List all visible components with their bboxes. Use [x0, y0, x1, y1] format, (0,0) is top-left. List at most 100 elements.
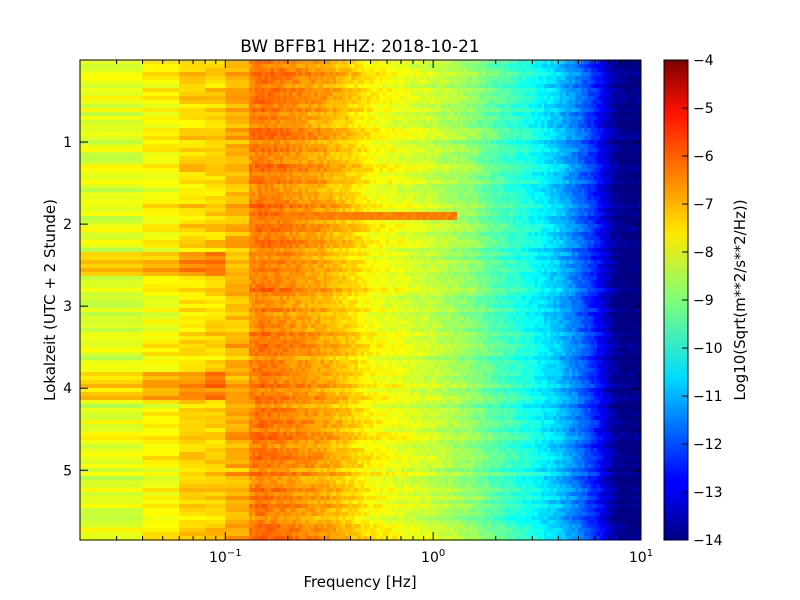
heatmap-cell — [540, 68, 545, 73]
heatmap-cell — [292, 152, 297, 157]
heatmap-cell — [373, 116, 377, 121]
heatmap-cell — [357, 68, 362, 73]
heatmap-cell — [413, 140, 418, 145]
heatmap-cell — [556, 144, 561, 149]
heatmap-cell — [488, 112, 492, 117]
heatmap-cell — [335, 100, 340, 105]
heatmap-cell — [444, 96, 449, 101]
heatmap-cell — [503, 172, 508, 177]
heatmap-cell — [261, 176, 266, 181]
heatmap-cell — [289, 84, 294, 89]
heatmap-cell — [425, 88, 430, 93]
heatmap-cell — [304, 92, 309, 97]
heatmap-cell — [311, 124, 315, 129]
heatmap-cell — [609, 104, 613, 109]
heatmap-cell — [494, 104, 499, 109]
heatmap-cell — [615, 168, 620, 173]
heatmap-cell — [599, 164, 604, 169]
heatmap-cell — [248, 120, 253, 125]
heatmap-cell — [179, 204, 206, 209]
heatmap-cell — [584, 72, 589, 77]
heatmap-cell — [283, 164, 287, 169]
heatmap-cell — [429, 76, 433, 81]
heatmap-cell — [264, 84, 269, 89]
heatmap-cell — [556, 84, 561, 89]
heatmap-cell — [602, 76, 607, 81]
heatmap-cell — [307, 124, 312, 129]
heatmap-cell — [317, 116, 321, 121]
heatmap-cell — [457, 92, 461, 97]
heatmap-cell — [179, 164, 206, 169]
heatmap-cell — [258, 168, 262, 173]
heatmap-cell — [481, 176, 486, 181]
heatmap-cell — [584, 128, 589, 133]
heatmap-cell — [283, 128, 287, 133]
heatmap-cell — [255, 148, 259, 153]
heatmap-cell — [142, 60, 180, 65]
heatmap-cell — [441, 120, 446, 125]
heatmap-cell — [478, 144, 483, 149]
heatmap-cell — [270, 60, 275, 65]
heatmap-cell — [342, 64, 346, 69]
heatmap-cell — [354, 128, 359, 133]
heatmap-cell — [373, 104, 377, 109]
heatmap-cell — [407, 96, 412, 101]
heatmap-cell — [509, 104, 514, 109]
heatmap-cell — [376, 136, 380, 141]
heatmap-cell — [503, 144, 508, 149]
heatmap-cell — [205, 172, 226, 177]
heatmap-cell — [432, 140, 436, 145]
heatmap-cell — [298, 68, 303, 73]
heatmap-cell — [512, 148, 517, 153]
heatmap-cell — [264, 112, 269, 117]
heatmap-cell — [270, 144, 275, 149]
heatmap-cell — [388, 132, 393, 137]
heatmap-cell — [599, 84, 604, 89]
heatmap-cell — [481, 88, 486, 93]
heatmap-cell — [457, 120, 461, 125]
heatmap-cell — [407, 120, 412, 125]
heatmap-cell — [363, 144, 368, 149]
heatmap-cell — [565, 144, 570, 149]
heatmap-cell — [559, 152, 564, 157]
heatmap-cell — [478, 164, 483, 169]
heatmap-cell — [335, 84, 340, 89]
heatmap-cell — [345, 120, 349, 125]
heatmap-cell — [225, 120, 250, 125]
heatmap-cell — [621, 108, 626, 113]
heatmap-cell — [326, 60, 331, 65]
heatmap-cell — [398, 120, 402, 125]
heatmap-cell — [506, 168, 511, 173]
heatmap-cell — [289, 116, 294, 121]
heatmap-cell — [609, 96, 613, 101]
heatmap-cell — [578, 68, 582, 73]
heatmap-cell — [553, 164, 558, 169]
heatmap-cell — [335, 60, 340, 65]
heatmap-cell — [581, 156, 585, 161]
heatmap-cell — [366, 120, 371, 125]
heatmap-cell — [304, 120, 309, 125]
heatmap-cell — [559, 68, 564, 73]
heatmap-cell — [469, 172, 474, 177]
heatmap-cell — [323, 132, 328, 137]
heatmap-cell — [326, 136, 331, 141]
heatmap-cell — [584, 104, 589, 109]
heatmap-cell — [637, 104, 641, 109]
heatmap-cell — [627, 104, 632, 109]
heatmap-cell — [379, 132, 384, 137]
heatmap-cell — [354, 168, 359, 173]
heatmap-cell — [593, 84, 598, 89]
heatmap-cell — [612, 76, 617, 81]
heatmap-cell — [438, 80, 443, 85]
heatmap-cell — [391, 100, 396, 105]
heatmap-cell — [441, 112, 446, 117]
heatmap-cell — [463, 76, 467, 81]
heatmap-cell — [534, 64, 539, 69]
heatmap-cell — [593, 60, 598, 65]
heatmap-cell — [283, 124, 287, 129]
heatmap-cell — [460, 76, 464, 81]
heatmap-cell — [472, 64, 477, 69]
heatmap-cell — [301, 148, 306, 153]
heatmap-cell — [326, 116, 331, 121]
heatmap-cell — [590, 132, 595, 137]
